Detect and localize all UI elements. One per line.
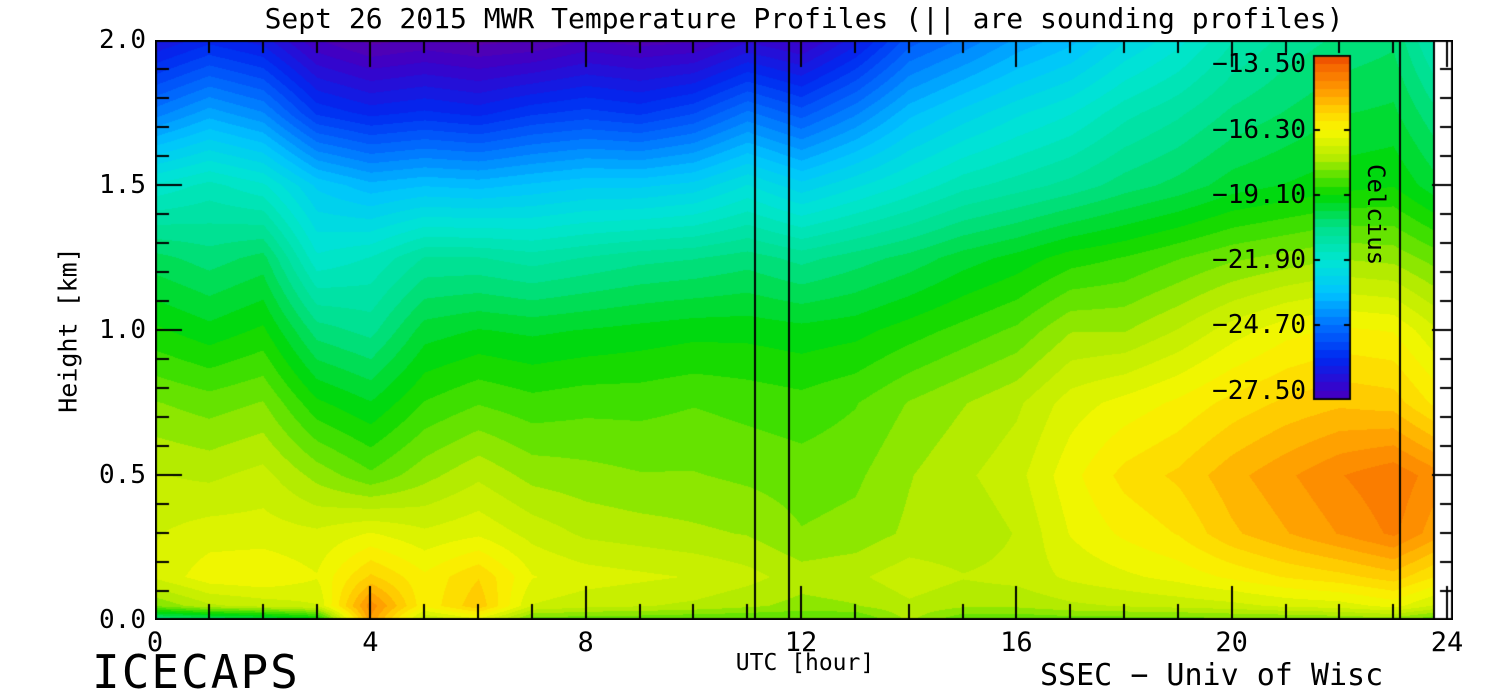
colorbar-title: Celcius: [1362, 164, 1390, 266]
x-tick-label-24: 24: [1430, 627, 1464, 658]
y-tick-label-0.5: 0.5: [99, 460, 146, 490]
y-tick-label-1.5: 1.5: [99, 170, 146, 200]
colorbar-tick-label-5: −27.50: [1212, 375, 1306, 406]
x-tick-label-12: 12: [784, 627, 818, 658]
x-tick-label-0: 0: [146, 627, 164, 658]
colorbar-tick-label-4: −24.70: [1212, 310, 1306, 341]
x-tick-label-4: 4: [362, 627, 379, 658]
project-label: ICECAPS: [92, 645, 300, 699]
y-tick-label-1.0: 1.0: [99, 315, 146, 345]
institution-label: SSEC − Univ of Wisc: [1040, 658, 1384, 693]
temperature-field-canvas: [155, 40, 1453, 620]
x-axis-title: UTC [hour]: [735, 650, 875, 676]
y-tick-label-2.0: 2.0: [99, 25, 146, 55]
colorbar-tick-label-0: −13.50: [1212, 49, 1306, 80]
x-tick-label-16: 16: [1000, 627, 1033, 658]
colorbar-tick-label-2: −19.10: [1212, 179, 1306, 210]
chart-title: Sept 26 2015 MWR Temperature Profiles (|…: [264, 2, 1344, 35]
x-tick-label-8: 8: [577, 627, 594, 658]
y-tick-label-0.0: 0.0: [99, 605, 146, 635]
colorbar-tick-label-1: −16.30: [1212, 114, 1306, 145]
x-tick-label-20: 20: [1215, 627, 1248, 658]
colorbar-tick-label-3: −21.90: [1212, 245, 1306, 276]
